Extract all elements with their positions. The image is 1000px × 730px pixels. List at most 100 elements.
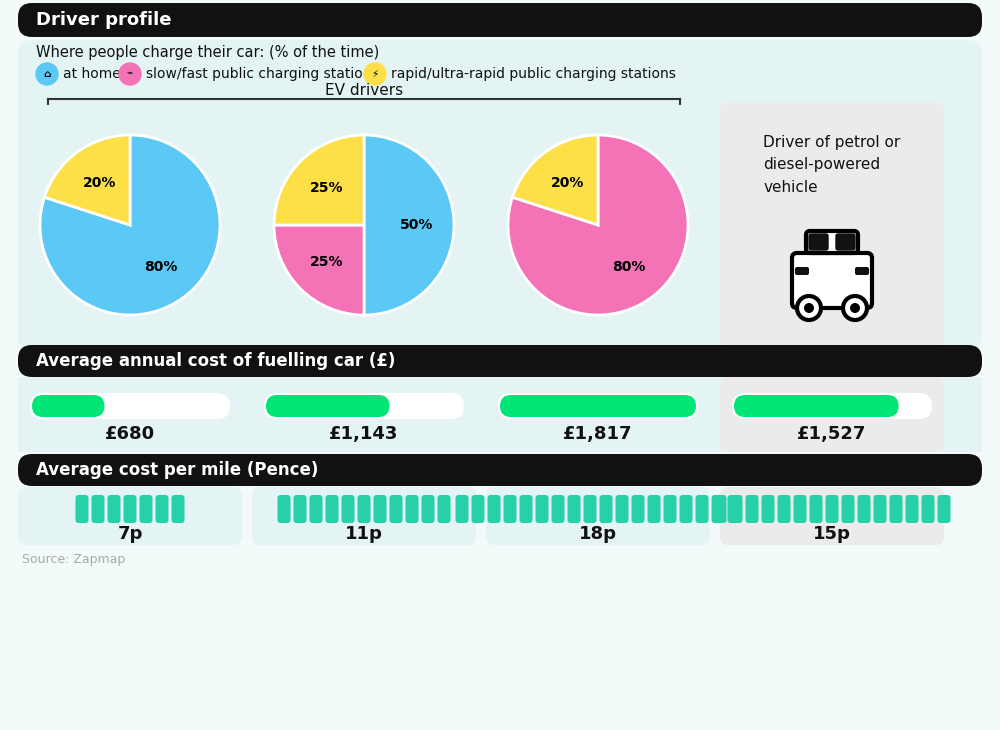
FancyBboxPatch shape: [855, 267, 869, 275]
FancyBboxPatch shape: [568, 495, 580, 523]
FancyBboxPatch shape: [520, 495, 532, 523]
FancyBboxPatch shape: [664, 495, 676, 523]
FancyBboxPatch shape: [922, 495, 934, 523]
Wedge shape: [44, 135, 130, 225]
FancyBboxPatch shape: [720, 487, 944, 545]
Circle shape: [364, 63, 386, 85]
FancyBboxPatch shape: [252, 487, 476, 545]
Text: 50%: 50%: [400, 218, 433, 232]
FancyBboxPatch shape: [252, 102, 476, 348]
FancyBboxPatch shape: [600, 495, 612, 523]
FancyBboxPatch shape: [30, 393, 230, 419]
FancyBboxPatch shape: [720, 102, 944, 348]
FancyBboxPatch shape: [422, 495, 434, 523]
FancyBboxPatch shape: [794, 495, 806, 523]
FancyBboxPatch shape: [18, 487, 242, 545]
FancyBboxPatch shape: [536, 495, 548, 523]
FancyBboxPatch shape: [720, 377, 944, 452]
FancyBboxPatch shape: [406, 495, 418, 523]
FancyBboxPatch shape: [18, 102, 242, 348]
Wedge shape: [512, 135, 598, 225]
Text: 20%: 20%: [83, 176, 116, 190]
FancyBboxPatch shape: [734, 395, 899, 417]
FancyBboxPatch shape: [18, 40, 982, 350]
FancyBboxPatch shape: [76, 495, 88, 523]
FancyBboxPatch shape: [584, 495, 596, 523]
FancyBboxPatch shape: [264, 393, 464, 419]
FancyBboxPatch shape: [762, 495, 774, 523]
FancyBboxPatch shape: [108, 495, 120, 523]
Circle shape: [36, 63, 58, 85]
Text: ⌁: ⌁: [127, 69, 133, 79]
Wedge shape: [274, 135, 364, 225]
Text: £1,143: £1,143: [329, 425, 399, 443]
Text: 15p: 15p: [813, 525, 851, 543]
FancyBboxPatch shape: [728, 495, 740, 523]
FancyBboxPatch shape: [792, 253, 872, 308]
FancyBboxPatch shape: [504, 495, 516, 523]
FancyBboxPatch shape: [342, 495, 354, 523]
FancyBboxPatch shape: [252, 377, 476, 452]
Text: Driver profile: Driver profile: [36, 11, 172, 29]
FancyBboxPatch shape: [648, 495, 660, 523]
Text: 80%: 80%: [144, 260, 177, 274]
FancyBboxPatch shape: [826, 495, 838, 523]
FancyBboxPatch shape: [124, 495, 136, 523]
FancyBboxPatch shape: [390, 495, 402, 523]
Text: 25%: 25%: [310, 255, 344, 269]
Text: 18p: 18p: [579, 525, 617, 543]
FancyBboxPatch shape: [732, 393, 932, 419]
FancyBboxPatch shape: [616, 495, 629, 523]
FancyBboxPatch shape: [140, 495, 152, 523]
FancyBboxPatch shape: [746, 495, 759, 523]
FancyBboxPatch shape: [156, 495, 168, 523]
Text: Where people charge their car: (% of the time): Where people charge their car: (% of the…: [36, 45, 379, 60]
FancyBboxPatch shape: [874, 495, 887, 523]
Text: Average cost per mile (Pence): Average cost per mile (Pence): [36, 461, 318, 479]
FancyBboxPatch shape: [498, 393, 698, 419]
FancyBboxPatch shape: [938, 495, 950, 523]
Text: Driver of petrol or
diesel-powered
vehicle: Driver of petrol or diesel-powered vehic…: [763, 135, 901, 195]
FancyBboxPatch shape: [18, 345, 982, 377]
FancyBboxPatch shape: [472, 495, 484, 523]
FancyBboxPatch shape: [18, 377, 242, 452]
Circle shape: [850, 303, 860, 313]
FancyBboxPatch shape: [486, 487, 710, 545]
Circle shape: [797, 296, 821, 320]
Text: Average annual cost of fuelling car (£): Average annual cost of fuelling car (£): [36, 352, 395, 370]
Wedge shape: [40, 135, 220, 315]
FancyBboxPatch shape: [488, 495, 501, 523]
FancyBboxPatch shape: [552, 495, 564, 523]
FancyBboxPatch shape: [486, 102, 710, 348]
FancyBboxPatch shape: [680, 495, 692, 523]
FancyBboxPatch shape: [310, 495, 322, 523]
FancyBboxPatch shape: [500, 395, 696, 417]
FancyBboxPatch shape: [326, 495, 338, 523]
FancyBboxPatch shape: [906, 495, 918, 523]
Wedge shape: [508, 135, 688, 315]
FancyBboxPatch shape: [890, 495, 902, 523]
Text: rapid/ultra-rapid public charging stations: rapid/ultra-rapid public charging statio…: [391, 67, 676, 81]
FancyBboxPatch shape: [374, 495, 386, 523]
FancyBboxPatch shape: [696, 495, 708, 523]
FancyBboxPatch shape: [810, 495, 822, 523]
Text: 11p: 11p: [345, 525, 383, 543]
FancyBboxPatch shape: [456, 495, 468, 523]
Text: slow/fast public charging stations: slow/fast public charging stations: [146, 67, 379, 81]
FancyBboxPatch shape: [809, 234, 828, 250]
Text: EV drivers: EV drivers: [325, 83, 403, 98]
FancyBboxPatch shape: [438, 495, 450, 523]
FancyBboxPatch shape: [632, 495, 644, 523]
FancyBboxPatch shape: [836, 234, 855, 250]
Text: Source: Zapmap: Source: Zapmap: [22, 553, 125, 566]
Text: 7p: 7p: [117, 525, 143, 543]
FancyBboxPatch shape: [32, 395, 105, 417]
FancyBboxPatch shape: [842, 495, 854, 523]
Text: 80%: 80%: [612, 260, 645, 274]
Text: £1,817: £1,817: [563, 425, 633, 443]
Text: at home: at home: [63, 67, 121, 81]
FancyBboxPatch shape: [712, 495, 724, 523]
FancyBboxPatch shape: [172, 495, 184, 523]
Text: £680: £680: [105, 425, 155, 443]
FancyBboxPatch shape: [806, 231, 858, 253]
